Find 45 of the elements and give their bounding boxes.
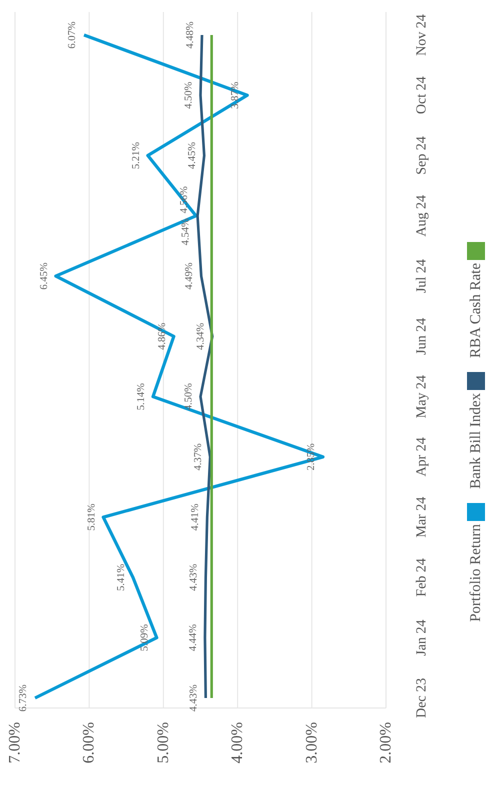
data-label: 4.49% (184, 262, 196, 290)
data-label: 5.21% (130, 142, 142, 170)
legend-label: Portfolio Return (468, 524, 484, 622)
data-label: 6.45% (38, 262, 50, 290)
data-label: 6.07% (67, 21, 78, 49)
data-label: 4.56% (179, 186, 190, 214)
x-tick-label: 5.00% (154, 722, 172, 764)
x-tick-label: 3.00% (303, 722, 320, 764)
x-tick-label: 2.00% (378, 722, 394, 764)
y-tick-label: Aug 24 (414, 195, 430, 237)
data-label: 4.41% (190, 503, 202, 531)
y-tick-label: Nov 24 (414, 14, 430, 56)
data-label: 5.14% (136, 382, 148, 410)
legend-label: Bank Bill Index (468, 393, 484, 490)
y-tick-label: Jul 24 (414, 259, 430, 294)
x-tick-label: 4.00% (229, 722, 246, 764)
y-tick-label: Sep 24 (414, 136, 430, 175)
data-label: 6.73% (18, 684, 30, 712)
data-label: 4.48% (184, 21, 196, 49)
data-label: 5.09% (140, 624, 151, 652)
y-tick-label: Jan 24 (414, 620, 430, 656)
data-label: 4.34% (195, 322, 206, 350)
data-label: 4.50% (184, 382, 194, 410)
data-label: 4.44% (188, 624, 199, 652)
data-label: 4.43% (188, 684, 200, 712)
y-tick-label: May 24 (414, 375, 430, 418)
data-label: 4.54% (180, 218, 192, 246)
data-label: 2.85% (306, 443, 317, 470)
data-label: 3.87% (230, 81, 242, 109)
y-tick-label: Oct 24 (414, 76, 430, 114)
y-tick-label: Mar 24 (414, 496, 430, 538)
data-label: 4.45% (187, 142, 198, 170)
data-label: 4.43% (188, 564, 200, 592)
x-tick-label: 6.00% (80, 722, 98, 764)
legend-label: RBA Cash Rate (468, 263, 484, 358)
data-label: 5.41% (116, 564, 127, 592)
data-label: 5.81% (86, 503, 98, 531)
y-tick-label: Feb 24 (414, 558, 430, 597)
y-tick-label: Dec 23 (414, 678, 430, 718)
y-tick-label: Apr 24 (414, 437, 430, 477)
data-label: 4.50% (184, 81, 194, 109)
x-tick-label: 7.00% (6, 722, 24, 764)
data-label: 4.86% (156, 322, 168, 350)
y-tick-label: Jun 24 (414, 318, 430, 355)
data-label: 4.37% (193, 443, 204, 470)
